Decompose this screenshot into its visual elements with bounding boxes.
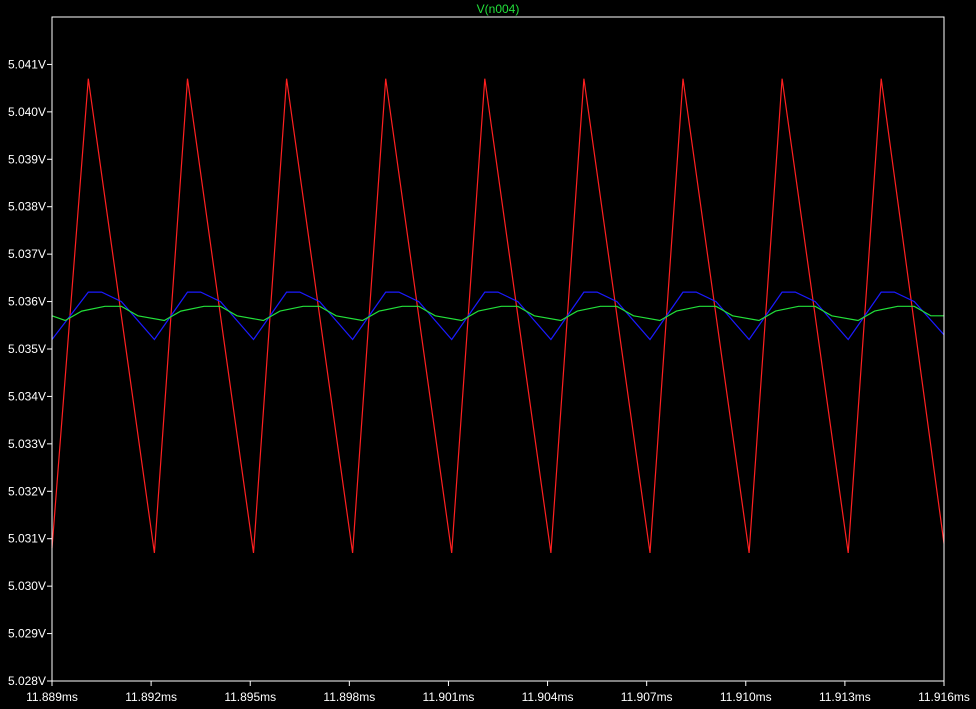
- x-tick-label: 11.895ms: [224, 690, 276, 704]
- y-tick-label: 5.035V: [8, 342, 46, 356]
- y-tick-label: 5.033V: [8, 437, 46, 451]
- x-axis: 11.889ms 11.892ms 11.895ms 11.898ms 11.901ms…: [26, 681, 970, 704]
- y-tick-label: 5.040V: [8, 105, 46, 119]
- trace-line-3: [51, 305, 944, 322]
- x-tick-label: 11.898ms: [323, 690, 375, 704]
- plot-frame: [51, 16, 945, 682]
- y-tick-label: 5.030V: [8, 579, 46, 593]
- x-tick-label: 11.907ms: [621, 690, 673, 704]
- trace-line-2: [51, 291, 945, 341]
- y-tick-label: 5.032V: [8, 484, 46, 498]
- y-tick-label: 5.028V: [8, 674, 46, 688]
- y-tick-label: 5.034V: [8, 389, 46, 403]
- y-tick-label: 5.031V: [8, 532, 46, 546]
- x-tick-label: 11.892ms: [125, 690, 177, 704]
- x-tick-label: 11.889ms: [26, 690, 78, 704]
- y-tick-label: 5.041V: [8, 57, 46, 71]
- trace-title[interactable]: V(n004): [477, 2, 520, 16]
- y-tick-label: 5.038V: [8, 200, 46, 214]
- x-tick-label: 11.910ms: [720, 690, 772, 704]
- trace-line-1: [51, 78, 945, 553]
- y-axis: 5.028V 5.029V 5.030V 5.031V 5.032V 5.033V 5.03…: [8, 57, 52, 688]
- x-tick-label: 11.901ms: [423, 690, 475, 704]
- y-tick-label: 5.029V: [8, 627, 46, 641]
- x-tick-label: 11.913ms: [819, 690, 871, 704]
- x-tick-label: 11.916ms: [918, 690, 970, 704]
- y-tick-label: 5.039V: [8, 152, 46, 166]
- y-tick-label: 5.037V: [8, 247, 46, 261]
- x-tick-label: 11.904ms: [522, 690, 574, 704]
- y-tick-label: 5.036V: [8, 295, 46, 309]
- traces: [51, 78, 945, 553]
